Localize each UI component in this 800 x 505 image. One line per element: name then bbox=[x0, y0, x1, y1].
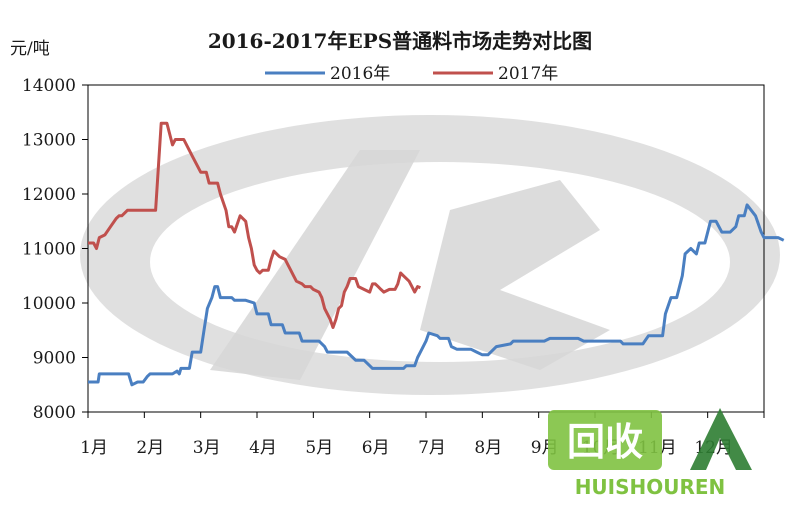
x-tick-label: 3月 bbox=[193, 438, 221, 458]
x-tick-label: 6月 bbox=[362, 438, 390, 458]
x-tick-label: 5月 bbox=[305, 438, 333, 458]
x-tick-label: 4月 bbox=[249, 438, 277, 458]
y-axis: 8000 9000 10000 11000 12000 13000 14000 bbox=[22, 76, 88, 423]
y-tick-label: 11000 bbox=[22, 240, 76, 260]
x-tick-label: 2月 bbox=[136, 438, 164, 458]
x-tick-label: 7月 bbox=[418, 438, 446, 458]
logo-english-text: HUISHOUREN bbox=[575, 475, 726, 499]
y-tick-label: 13000 bbox=[22, 131, 76, 151]
logo-leaf-mark bbox=[690, 408, 752, 470]
chart-title: 2016-2017年EPS普通料市场走势对比图 bbox=[208, 29, 592, 53]
legend-label-2017: 2017年 bbox=[498, 64, 558, 84]
y-tick-label: 9000 bbox=[33, 349, 76, 369]
logo-chinese-text: 回收 bbox=[567, 420, 643, 464]
y-tick-label: 14000 bbox=[22, 76, 76, 96]
y-tick-label: 8000 bbox=[33, 403, 76, 423]
legend-label-2016: 2016年 bbox=[330, 64, 390, 84]
x-tick-label: 8月 bbox=[474, 438, 502, 458]
y-tick-label: 12000 bbox=[22, 185, 76, 205]
series-line-2017 bbox=[88, 121, 421, 329]
logo-badge bbox=[548, 410, 662, 470]
series-lines bbox=[88, 121, 785, 387]
background-logo-watermark bbox=[80, 115, 780, 395]
y-tick-label: 10000 bbox=[22, 294, 76, 314]
series-line-2016 bbox=[88, 203, 785, 387]
y-axis-unit-label: 元/吨 bbox=[10, 39, 50, 59]
huishouren-logo-watermark: 回收 HUISHOUREN bbox=[548, 408, 752, 499]
x-tick-label: 1月 bbox=[80, 438, 108, 458]
legend: 2016年 2017年 bbox=[265, 64, 558, 84]
